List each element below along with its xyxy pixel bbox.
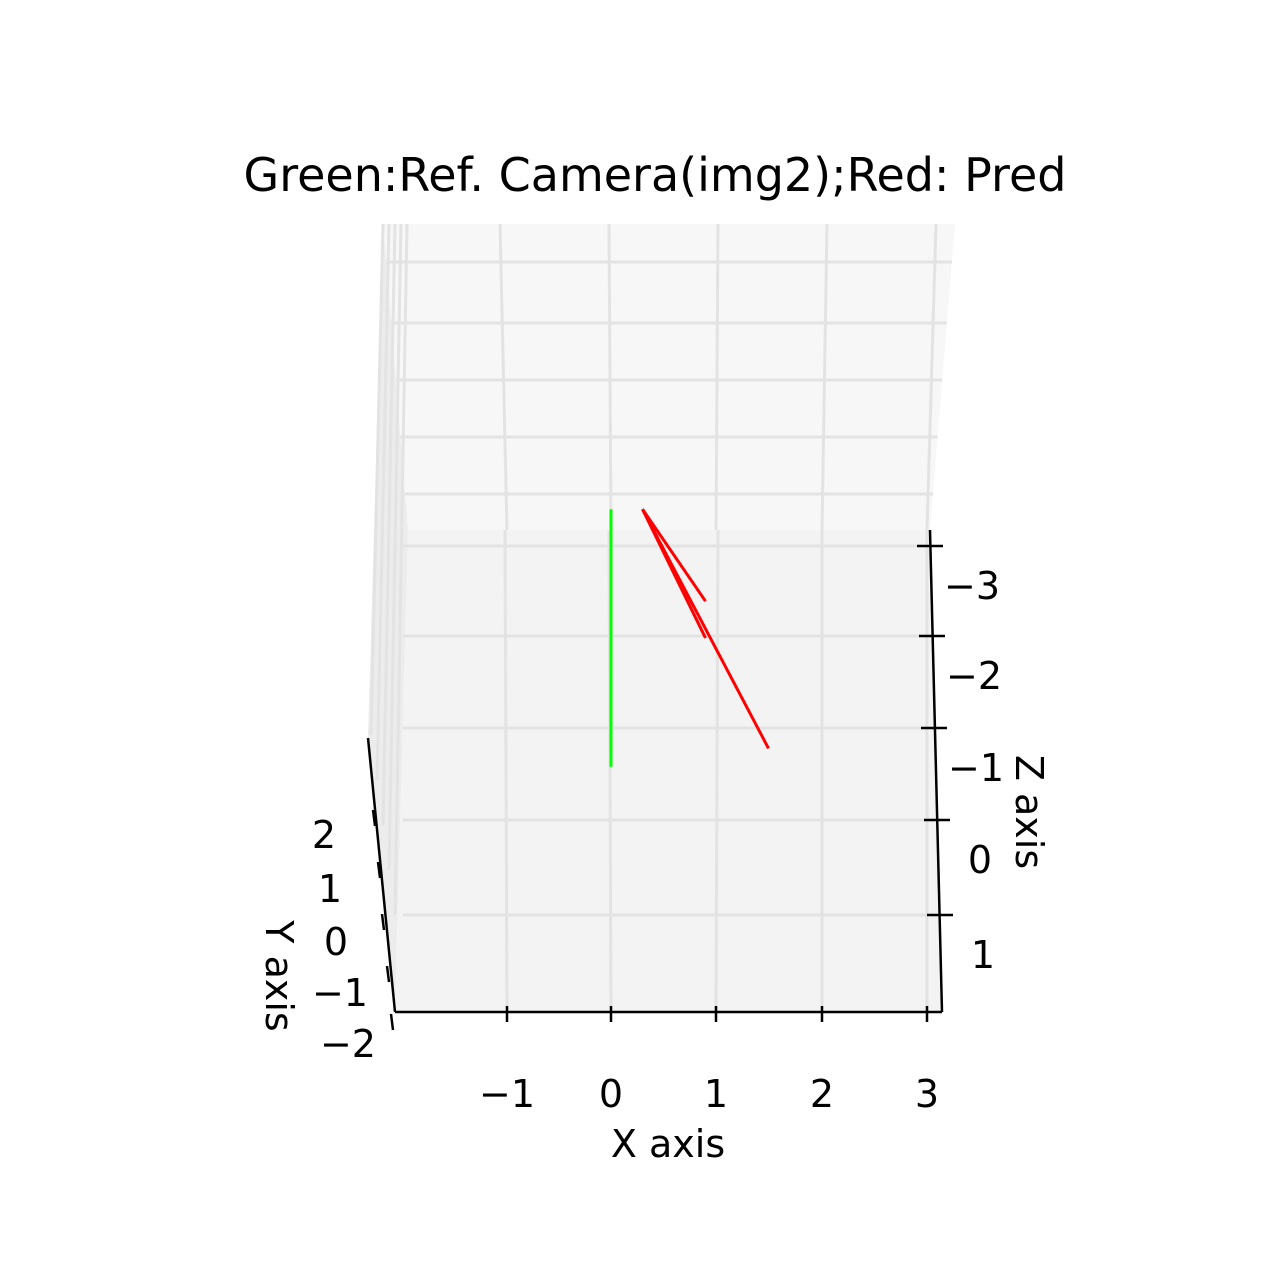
grid-line-x-back <box>714 223 720 531</box>
y-tick-label: 0 <box>324 920 348 964</box>
grid-line-x-back <box>925 223 938 531</box>
chart-title: Green:Ref. Camera(img2);Red: Pred <box>244 148 1067 202</box>
z-tick-label: 0 <box>968 838 992 882</box>
data-line-segment <box>641 508 707 603</box>
x-tick-label: 1 <box>704 1072 728 1116</box>
grid-line-side <box>375 223 391 781</box>
y-tick-mark <box>380 913 386 931</box>
y-axis-label: Y axis <box>257 919 301 1031</box>
grid-line-side <box>393 223 409 916</box>
y-tick-mark <box>385 965 391 983</box>
y-axis-line <box>366 737 397 1013</box>
grid-line-side <box>369 223 385 736</box>
z-axis-label: Z axis <box>1007 755 1051 869</box>
z-tick-label: −3 <box>944 564 1000 608</box>
grid-line-x-back <box>820 223 829 531</box>
z-tick-label: −2 <box>946 654 1002 698</box>
y-tick-label: 2 <box>312 813 336 857</box>
x-axis-label: X axis <box>611 1122 725 1166</box>
z-axis-line <box>928 529 944 1013</box>
y-tick-mark <box>389 1013 395 1031</box>
y-tick-mark <box>376 861 382 879</box>
y-tick-label: −2 <box>320 1022 376 1066</box>
z-ticks: −3 −2 −1 0 1 <box>917 544 1004 977</box>
floor-pane <box>395 530 942 1012</box>
data-lines <box>609 508 770 767</box>
x-ticks: −1 0 1 2 3 <box>479 1006 939 1116</box>
z-tick-label: 1 <box>971 933 995 977</box>
back-pane <box>383 224 955 530</box>
x-tick-label: 0 <box>599 1072 623 1116</box>
y-tick-label: −1 <box>312 971 368 1015</box>
grid-line-x <box>714 529 720 1013</box>
y-tick-label: 1 <box>318 867 342 911</box>
x-tick-label: 3 <box>915 1072 939 1116</box>
gridlines <box>369 223 952 1013</box>
grid-line-x <box>503 529 509 1013</box>
x-tick-label: −1 <box>479 1072 535 1116</box>
y-tick-mark <box>371 809 377 827</box>
grid-line-side <box>387 223 403 871</box>
y-ticks: 2 1 0 −1 −2 <box>312 809 395 1066</box>
grid-line-x <box>607 529 613 1013</box>
x-tick-label: 2 <box>810 1072 834 1116</box>
z-tick-label: −1 <box>948 746 1004 790</box>
grid-line-x-back <box>498 223 509 531</box>
data-line-segment <box>641 508 707 639</box>
grid-line-side <box>381 223 397 826</box>
grid-line-x-back <box>607 223 613 531</box>
